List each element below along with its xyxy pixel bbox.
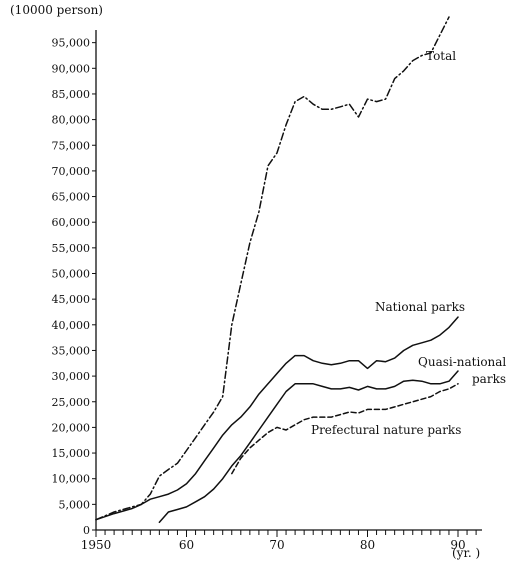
y-tick-label: 30,000 [52, 370, 91, 383]
y-tick-label: 90,000 [52, 62, 91, 75]
series-line-quasi-national-parks [158, 370, 459, 524]
y-tick-label: 40,000 [52, 319, 91, 332]
y-tick-label: 85,000 [52, 88, 91, 101]
annotation-quasi-national-parks: Quasi-national [418, 355, 506, 369]
x-axis-label: (yr. ) [452, 546, 480, 560]
annotation-quasi-national-parks-line2: parks [472, 372, 506, 386]
y-tick-label: 45,000 [52, 293, 91, 306]
series-line-national-parks [95, 316, 459, 521]
series-line-prefectural-nature-parks [231, 383, 459, 475]
series-line-total [95, 16, 450, 521]
x-tick-label: 90 [450, 538, 465, 552]
y-tick-label: 10,000 [52, 473, 91, 486]
annotation-prefectural-nature-parks: Prefectural nature parks [311, 423, 461, 437]
x-tick-label: 70 [269, 538, 284, 552]
axes: 0 5,000 10,000 15,000 20,000 25,000 30,000 35,0… [52, 30, 482, 552]
annotation-total: Total [426, 49, 456, 63]
y-tick-label: 35,000 [52, 344, 91, 357]
y-tick-label: 60,000 [52, 216, 91, 229]
y-tick-label: 5,000 [59, 498, 91, 511]
y-tick-label: 80,000 [52, 114, 91, 127]
y-tick-label: 65,000 [52, 191, 91, 204]
y-tick-label: 25,000 [52, 396, 91, 409]
y-tick-label: 0 [83, 524, 90, 537]
y-tick-label: 15,000 [52, 447, 91, 460]
y-tick-label: 20,000 [52, 421, 91, 434]
x-tick-label: 60 [179, 538, 194, 552]
x-tick-label: 1950 [81, 538, 112, 552]
y-tick-label: 50,000 [52, 268, 91, 281]
annotation-national-parks: National parks [375, 300, 465, 314]
x-tick-label: 80 [360, 538, 375, 552]
y-tick-label: 95,000 [52, 37, 91, 50]
y-tick-label: 55,000 [52, 242, 91, 255]
y-tick-label: 70,000 [52, 165, 91, 178]
y-tick-label: 75,000 [52, 139, 91, 152]
series-layer [95, 16, 459, 524]
y-axis-label: (10000 person) [10, 3, 103, 17]
